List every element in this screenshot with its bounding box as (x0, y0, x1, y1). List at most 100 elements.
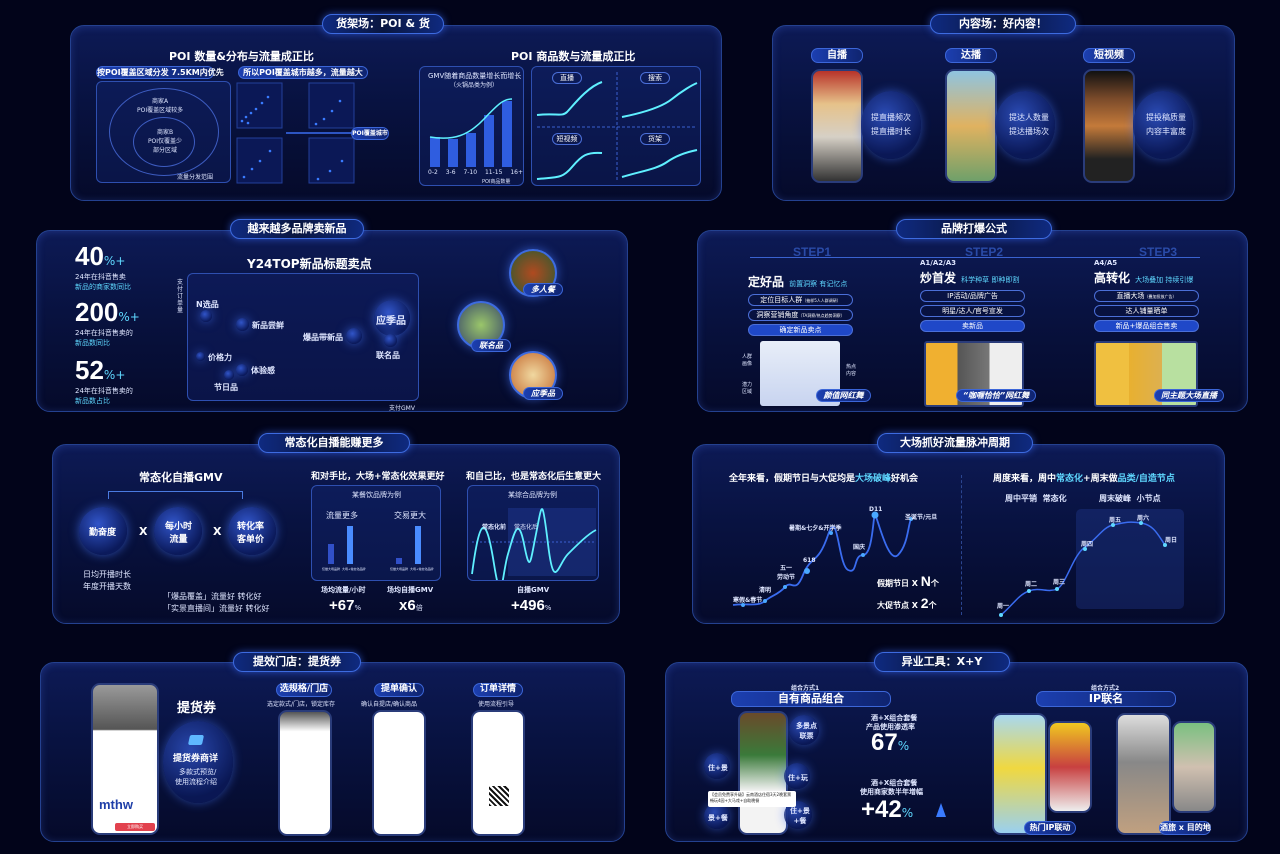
kpi-label: 酒+X组合套餐 (871, 714, 918, 722)
holiday-label: 618 (803, 557, 816, 564)
shelf-section-title: 货架场：POI & 货 (322, 14, 444, 34)
metric-unit: % (544, 604, 552, 612)
metric-label: 场均流量/小时 (321, 586, 366, 594)
stat-2: 200%+ 24年在抖音售卖的 新品数同比 (75, 297, 140, 348)
outer-circle (109, 88, 219, 176)
package-callout: 【会员免费享升级】云南酒店住宿3天2晚套票畅玩4园+大马戏+自助晚餐 (708, 791, 796, 807)
bubble (236, 364, 248, 376)
title-part: 全年来看，假期节日与大促均是 (729, 474, 856, 484)
bubble-label: 体验感 (251, 366, 275, 375)
count-label: 大促节点 X (877, 601, 921, 610)
coupon-title: 提货券 (177, 701, 217, 716)
day-label: 周日 (1165, 537, 1178, 544)
bubble (384, 334, 397, 347)
metric-label: 场均自播GMV (387, 586, 434, 594)
bar-chart-title: GMV随着商品数量增长而增长 (428, 72, 522, 80)
metric-value: +496 (511, 597, 545, 614)
kpi-unit: % (901, 806, 914, 820)
traffic-orb (154, 507, 202, 555)
day-label: 周五 (1109, 517, 1122, 524)
ip-phone-2 (1048, 721, 1092, 813)
self-compare-chart: 某综合品牌为例 常态化前 常态化后 (467, 485, 599, 581)
select-spec-note: 选定款式/门店，锁定库存 (267, 701, 336, 708)
brand-logo: mthw (99, 797, 133, 812)
after-label: 常态化后 (514, 524, 539, 531)
bubble-xlabel: 支付GMV (389, 405, 415, 412)
ip-caption-1: 热门IP联动 (1024, 821, 1076, 835)
badge-collab: 联名品 (471, 339, 511, 352)
week-title: 周度来看，周中常态化+周末做品类/自造节点 (993, 471, 1175, 484)
bubble-chart-title: Y24TOP新品标题卖点 (247, 257, 372, 271)
coupon-detail-note: 多款式预览/ (179, 768, 217, 776)
stat-label: 新品的商家数同比 (75, 283, 131, 291)
arrow-up-icon (936, 803, 946, 817)
step-item: IP活动/品牌广告 (920, 290, 1025, 302)
step-code: A4/A5 (1094, 259, 1118, 267)
stat-value: 52 (75, 355, 104, 385)
bubble (346, 328, 362, 344)
quadrant-search: 搜索 (640, 72, 670, 84)
tag-select-spec: 选规格/门店 (276, 683, 332, 697)
bars (429, 98, 513, 167)
coupon-detail-note: 使用流程介绍 (175, 778, 217, 786)
day-label: 周六 (1137, 515, 1150, 522)
holiday-label: D11 (869, 506, 883, 513)
poi-distribution-title: POI 数量&分布与流量成正比 (169, 50, 314, 63)
step-label: STEP3 (1138, 245, 1177, 259)
short-video-point-2: 内容丰富度 (1146, 127, 1186, 136)
quadrant-shelf: 货架 (640, 133, 670, 145)
metric-gmv: x6倍 (399, 595, 423, 614)
tick: 16+ (510, 169, 523, 176)
stat-label: 新品数同比 (75, 339, 110, 347)
bar-label: 仅做大场品牌 (322, 567, 341, 571)
traffic-label: 每小时 流量 (165, 522, 193, 545)
count-label: 假期节日 X (877, 579, 921, 588)
stat-value: 40 (75, 241, 104, 271)
conversion-label: 转化率 客单价 (237, 522, 265, 545)
stat-1: 40%+ 24年在抖音售卖 新品的商家数同比 (75, 241, 131, 292)
side-label: 潜力 区域 (742, 382, 753, 395)
title-part: 周度来看，周中 (993, 474, 1057, 484)
caption-3: 同主题大场直播 (1154, 389, 1224, 402)
stat-label: 24年在抖音售卖的 (75, 387, 133, 395)
content-panel: 自播 提直播频次 提直播时长 达播 提达人数量 提达播场次 短视频 提投稿质量 … (772, 25, 1235, 201)
stat-unit: %+ (103, 368, 126, 382)
buy-button[interactable]: 立即购买 (115, 823, 155, 831)
range-label: 流量分发范围 (177, 174, 214, 181)
multiply-sign: X (139, 525, 148, 538)
bubble (236, 318, 249, 331)
gmv-bar-chart: GMV随着商品数量增长而增长 （火锅品类为例） 0-2 3-6 7-10 11-15 1… (419, 66, 524, 186)
combo-bubble (704, 753, 730, 779)
method-2-title: IP联名 (1036, 691, 1176, 707)
shelf-panel: POI 数量&分布与流量成正比 按POI覆盖区域分发 7.5KM内优先 商家A … (70, 25, 722, 201)
self-live-panel: 常态化自播GMV 勤奋度 X 每小时 流量 X 转化率 客单价 日均开播时长 年… (52, 444, 620, 624)
bar-xlabel: POI商品数量 (482, 179, 511, 185)
tag-coverage: 所以POI覆盖城市越多，流量越大 (238, 66, 368, 79)
count-value: 2 (920, 595, 929, 611)
tag-order-detail: 订单详情 (473, 683, 523, 697)
coupon-product-phone: mthw 立即购买 (91, 683, 159, 835)
title-highlight: 大场破峰 (855, 474, 892, 484)
metric-traffic: +67% (329, 595, 361, 614)
self-live-orb (861, 91, 921, 159)
diligence-orb (79, 507, 127, 555)
ip-caption-2: 酒旅 x 目的地 (1159, 821, 1211, 835)
bar-big-only (328, 544, 334, 564)
traffic-note: 「实景直播间」流量好 转化好 (163, 604, 270, 613)
stat-label: 24年在抖音售卖 (75, 273, 126, 281)
method-1-small: 组合方式1 (791, 685, 820, 692)
creator-live-point-1: 提达人数量 (1009, 113, 1049, 122)
bubble-label: 价格力 (208, 353, 232, 362)
step-1: STEP1 定好品 前置洞察 有记忆点 定位目标人群（抽样5人人群调研） 洞察营… (748, 245, 858, 336)
week-traffic-curve (999, 521, 1167, 617)
cross-industry-section-title: 异业工具：X+Y (874, 652, 1010, 672)
bar-label: 仅做大场品牌 (390, 567, 409, 571)
ticket-icon (187, 735, 205, 745)
bubble-ylabel: 支付订单量 (177, 279, 184, 314)
item-text: 定位目标人群 (760, 296, 803, 304)
midweek-label: 周中平销 常态化 (1005, 494, 1067, 503)
self-live-point-2: 提直播时长 (871, 127, 911, 136)
combo-label: 景+餐 (708, 814, 728, 822)
item-note: （抽样5人人群调研） (802, 298, 841, 303)
step-code: A1/A2/A3 (920, 259, 956, 267)
